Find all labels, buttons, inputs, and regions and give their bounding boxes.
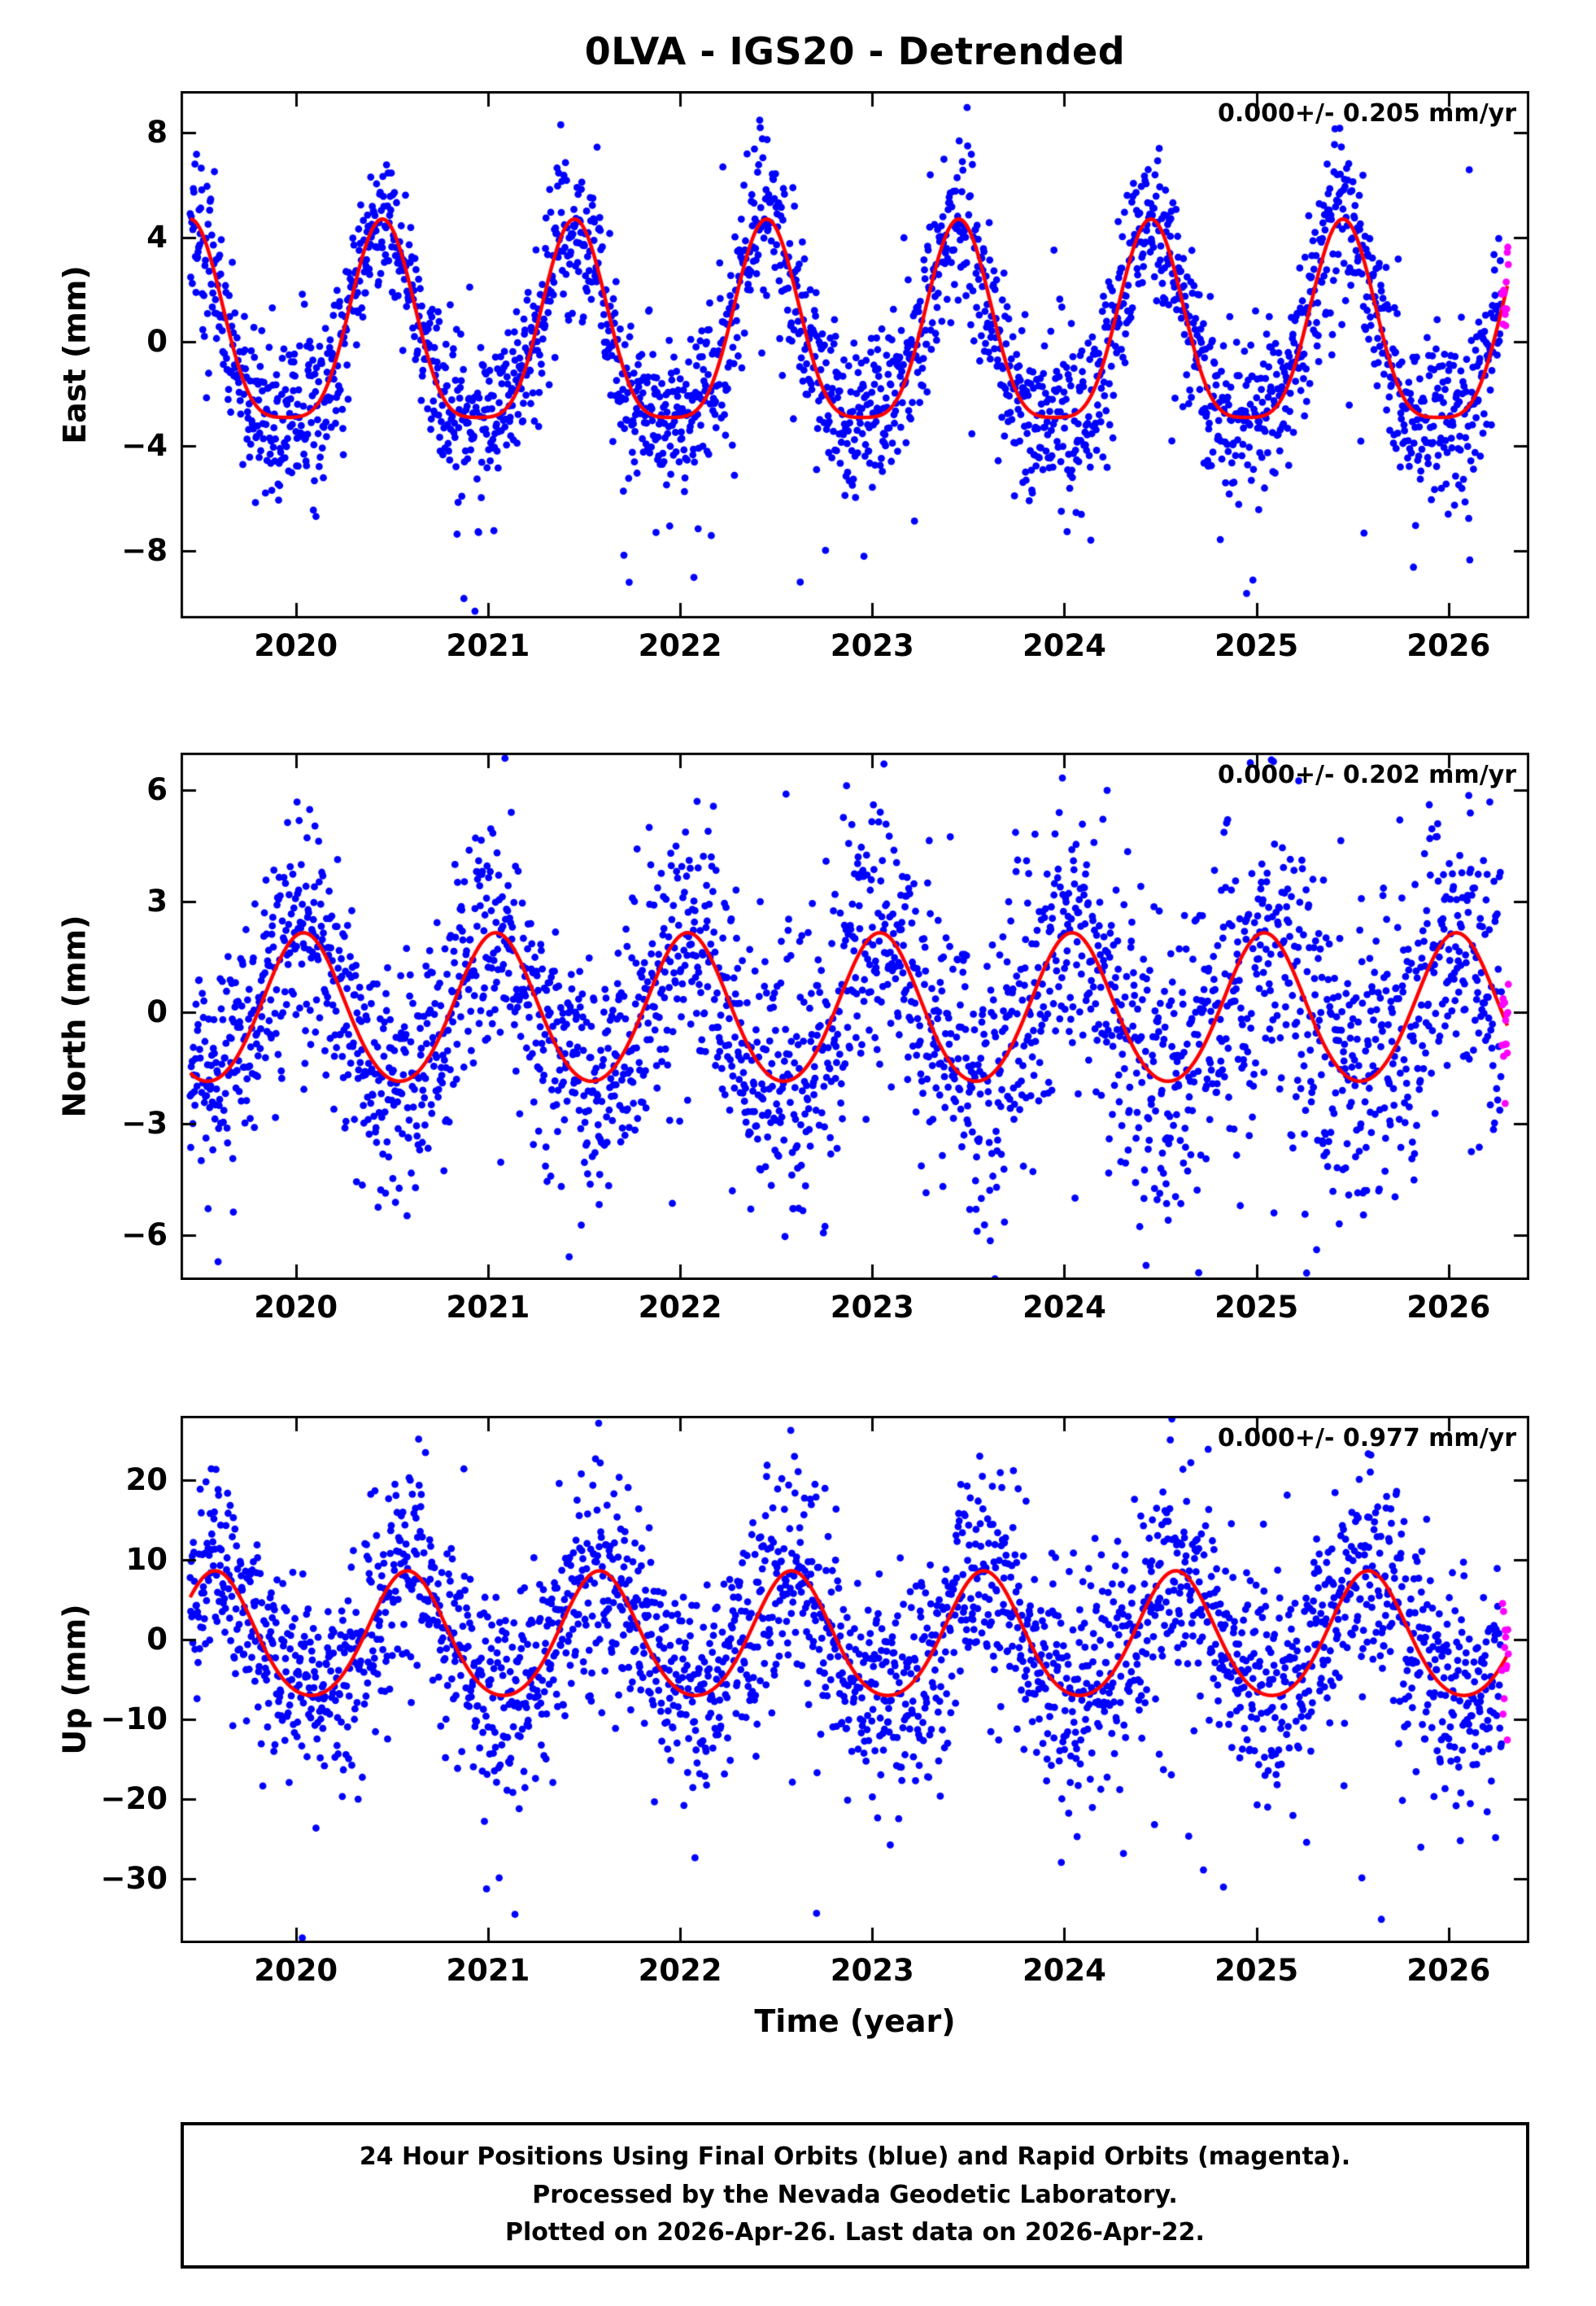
y-tick-label: 10 bbox=[125, 1541, 168, 1577]
footer-line-2: Processed by the Nevada Geodetic Laborat… bbox=[532, 2180, 1178, 2209]
rate-annotation-north: 0.000+/- 0.202 mm/yr bbox=[1217, 761, 1516, 789]
x-tick-label: 2023 bbox=[830, 628, 914, 663]
x-tick-label: 2021 bbox=[446, 1953, 530, 1988]
x-tick-label: 2024 bbox=[1022, 1290, 1106, 1325]
y-tick-label: 0 bbox=[146, 323, 168, 359]
y-tick-label: 6 bbox=[146, 771, 168, 807]
x-tick-label: 2026 bbox=[1406, 628, 1491, 663]
x-tick-label: 2022 bbox=[638, 628, 722, 663]
y-tick-label: 20 bbox=[125, 1461, 168, 1497]
x-tick-label: 2020 bbox=[254, 1953, 338, 1988]
x-tick-label: 2020 bbox=[254, 628, 338, 663]
up-plot-canvas bbox=[181, 1416, 1529, 1943]
y-tick-label: −3 bbox=[121, 1106, 168, 1142]
x-tick-label: 2024 bbox=[1022, 628, 1106, 663]
y-tick-label: 4 bbox=[146, 219, 168, 255]
x-tick-label: 2021 bbox=[446, 628, 530, 663]
y-tick-label: −8 bbox=[121, 532, 168, 568]
x-tick-label: 2021 bbox=[446, 1290, 530, 1325]
x-tick-label: 2022 bbox=[638, 1290, 722, 1325]
x-tick-label: 2025 bbox=[1214, 628, 1299, 663]
footer-note: 24 Hour Positions Using Final Orbits (bl… bbox=[181, 2122, 1529, 2269]
panel-east: East (mm) 0.000+/- 0.205 mm/yr 2020 2021 2… bbox=[57, 91, 1529, 663]
y-tick-label: −10 bbox=[100, 1701, 168, 1737]
y-tick-label: 0 bbox=[146, 1621, 168, 1657]
y-tick-label: −30 bbox=[100, 1861, 168, 1897]
x-tick-label: 2023 bbox=[830, 1290, 914, 1325]
page-title: 0LVA - IGS20 - Detrended bbox=[584, 29, 1126, 73]
x-tick-label: 2025 bbox=[1214, 1953, 1299, 1988]
rate-annotation-up: 0.000+/- 0.977 mm/yr bbox=[1217, 1424, 1516, 1452]
y-tick-label: −4 bbox=[121, 428, 168, 464]
x-tick-label: 2023 bbox=[830, 1953, 914, 1988]
x-tick-label: 2024 bbox=[1022, 1953, 1106, 1988]
footer-line-3: Plotted on 2026-Apr-26. Last data on 202… bbox=[505, 2218, 1205, 2247]
x-axis-label: Time (year) bbox=[754, 2003, 956, 2039]
x-tick-label: 2026 bbox=[1406, 1953, 1491, 1988]
y-tick-label: −20 bbox=[100, 1781, 168, 1817]
y-tick-label: 8 bbox=[146, 115, 168, 151]
panel-up: Up (mm) 0.000+/- 0.977 mm/yr 2020 2021 202… bbox=[57, 1416, 1529, 1988]
y-tick-label: 0 bbox=[146, 994, 168, 1030]
x-tick-label: 2026 bbox=[1406, 1290, 1491, 1325]
footer-line-1: 24 Hour Positions Using Final Orbits (bl… bbox=[359, 2142, 1351, 2171]
y-tick-label: −6 bbox=[121, 1217, 168, 1253]
x-tick-label: 2025 bbox=[1214, 1290, 1299, 1325]
y-tick-label: 3 bbox=[146, 883, 168, 919]
panel-north: North (mm) 0.000+/- 0.202 mm/yr 2020 2021… bbox=[57, 753, 1529, 1325]
rate-annotation-east: 0.000+/- 0.205 mm/yr bbox=[1217, 99, 1516, 128]
north-plot-canvas bbox=[181, 753, 1529, 1280]
east-plot-canvas bbox=[181, 91, 1529, 618]
x-tick-label: 2022 bbox=[638, 1953, 722, 1988]
x-tick-label: 2020 bbox=[254, 1290, 338, 1325]
